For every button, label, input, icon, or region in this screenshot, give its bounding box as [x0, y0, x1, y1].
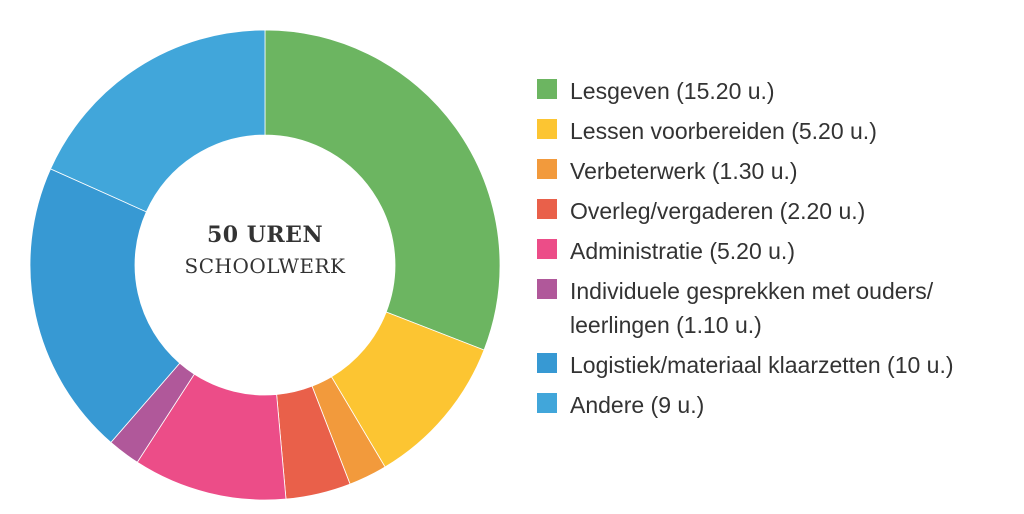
legend-label: Overleg/vergaderen (2.20 u.): [570, 198, 866, 224]
donut-chart: [29, 29, 501, 501]
legend-label: Andere (9 u.): [570, 392, 705, 418]
legend-item-logistiek: Logistiek/materiaal klaarzetten (10 u.): [537, 348, 1017, 382]
legend-swatch: [537, 239, 557, 259]
center-total-label: SCHOOLWERK: [184, 254, 346, 278]
legend-label: Verbeterwerk (1.30 u.): [570, 158, 798, 184]
legend-swatch: [537, 353, 557, 373]
legend-label: Lessen voorbereiden (5.20 u.): [570, 118, 877, 144]
legend-item-lessen-voorbereiden: Lessen voorbereiden (5.20 u.): [537, 114, 1017, 148]
legend-swatch: [537, 79, 557, 99]
legend-item-lesgeven: Lesgeven (15.20 u.): [537, 74, 1017, 108]
legend-swatch: [537, 119, 557, 139]
legend-swatch: [537, 199, 557, 219]
donut-slice-1: [264, 29, 501, 351]
legend-label: Lesgeven (15.20 u.): [570, 78, 775, 104]
donut-slice-8: [50, 29, 266, 213]
legend: Lesgeven (15.20 u.) Lessen voorbereiden …: [537, 74, 1017, 428]
legend-swatch: [537, 279, 557, 299]
center-total-value: 50 UREN: [206, 222, 324, 248]
legend-swatch: [537, 159, 557, 179]
legend-item-andere: Andere (9 u.): [537, 388, 1017, 422]
legend-item-administratie: Administratie (5.20 u.): [537, 234, 1017, 268]
donut-slice-7: [29, 168, 181, 443]
legend-label: Individuele gesprekken met ouders/ leerl…: [570, 278, 934, 338]
legend-swatch: [537, 393, 557, 413]
legend-label: Administratie (5.20 u.): [570, 238, 795, 264]
legend-item-verbeterwerk: Verbeterwerk (1.30 u.): [537, 154, 1017, 188]
legend-label: Logistiek/materiaal klaarzetten (10 u.): [570, 352, 954, 378]
legend-item-individuele-gesprekken: Individuele gesprekken met ouders/ leerl…: [537, 274, 1017, 342]
legend-item-overleg: Overleg/vergaderen (2.20 u.): [537, 194, 1017, 228]
donut-center: 50 UREN SCHOOLWERK: [135, 180, 395, 278]
